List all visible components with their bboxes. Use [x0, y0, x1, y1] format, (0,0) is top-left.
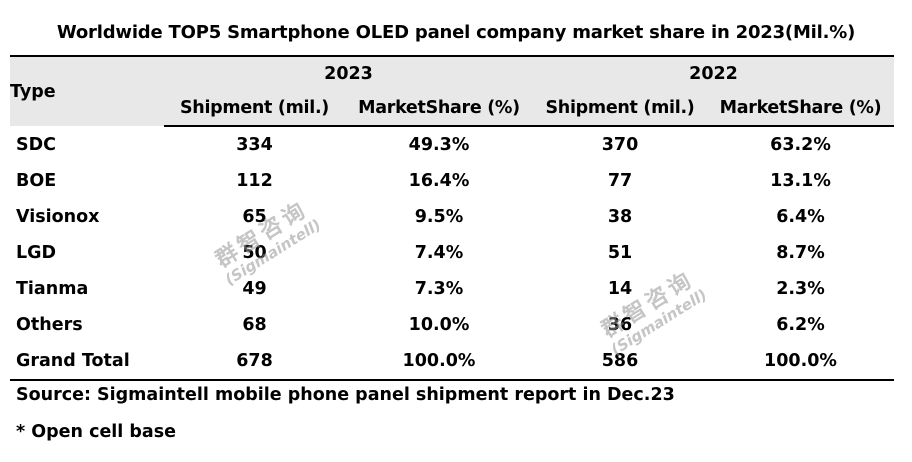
type-column-header: Type [10, 56, 164, 126]
shipment-header-2022: Shipment (mil.) [533, 91, 707, 127]
type-cell: Others [16, 315, 83, 335]
table-row-boe: BOE 112 16.4% 77 13.1% [10, 163, 894, 199]
type-cell: SDC [16, 134, 56, 155]
header-subcolumn-row: Shipment (mil.) MarketShare (%) Shipment… [10, 91, 894, 127]
share-2023-cell: 100.0% [345, 343, 533, 381]
shipment-2023-cell: 50 [242, 243, 267, 263]
type-cell: LGD [16, 243, 57, 263]
share-header-2023: MarketShare (%) [345, 91, 533, 127]
share-2022-cell: 63.2% [770, 135, 831, 155]
source-note: Source: Sigmaintell mobile phone panel s… [16, 385, 675, 405]
year-header-2022: 2022 [533, 56, 894, 91]
shipment-2023-cell: 334 [236, 135, 273, 155]
share-2023-cell: 9.5% [414, 207, 464, 227]
share-2022-cell: 8.7% [776, 243, 825, 263]
shipment-2022-cell: 77 [607, 171, 633, 191]
share-2022-cell: 6.4% [776, 207, 825, 227]
share-2022-cell: 2.3% [776, 279, 825, 299]
share-2023-cell: 16.4% [408, 171, 470, 191]
share-2022-cell: 6.2% [776, 315, 825, 335]
chart-title: Worldwide TOP5 Smartphone OLED panel com… [56, 22, 856, 43]
share-2022-cell: 13.1% [770, 171, 831, 191]
footnote: * Open cell base [16, 422, 177, 442]
type-cell: Tianma [16, 279, 89, 299]
shipment-2022-cell: 38 [607, 207, 633, 227]
share-2023-cell: 10.0% [408, 315, 470, 335]
share-2023-cell: 7.4% [414, 243, 464, 263]
shipment-2022-cell: 36 [607, 315, 633, 335]
shipment-2023-cell: 65 [242, 207, 267, 227]
shipment-2023-cell: 678 [164, 343, 345, 381]
share-2022-cell: 100.0% [707, 343, 894, 381]
market-share-table: Type 2023 2022 Shipment (mil.) MarketSha… [10, 55, 894, 381]
shipment-2022-cell: 14 [607, 279, 633, 299]
table-row-tianma: Tianma 49 7.3% 14 2.3% [10, 271, 894, 307]
shipment-2023-cell: 68 [242, 315, 267, 335]
type-cell: BOE [16, 171, 57, 191]
shipment-2022-cell: 51 [607, 243, 633, 263]
share-2023-cell: 49.3% [408, 135, 470, 155]
table-row-visionox: Visionox 65 9.5% 38 6.4% [10, 199, 894, 235]
shipment-header-2023: Shipment (mil.) [164, 91, 345, 127]
type-cell: Visionox [16, 207, 100, 227]
share-header-2022: MarketShare (%) [707, 91, 894, 127]
table-row-lgd: LGD 50 7.4% 51 8.7% [10, 235, 894, 271]
table-row-others: Others 68 10.0% 36 6.2% [10, 307, 894, 343]
shipment-2022-cell: 370 [601, 135, 639, 155]
table-row-sdc: SDC 334 49.3% 370 63.2% [10, 126, 894, 163]
shipment-2023-cell: 112 [236, 171, 273, 191]
type-cell: Grand Total [10, 343, 164, 381]
header-year-row: Type 2023 2022 [10, 56, 894, 126]
year-header-2023: 2023 [164, 56, 533, 91]
shipment-2022-cell: 586 [533, 343, 707, 381]
shipment-2023-cell: 49 [242, 279, 267, 299]
share-2023-cell: 7.3% [414, 279, 464, 299]
table-row-grand-total: Grand Total 678 100.0% 586 100.0% [10, 343, 894, 381]
